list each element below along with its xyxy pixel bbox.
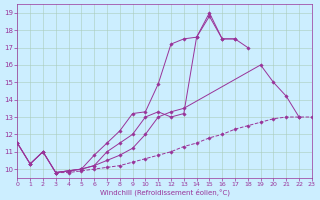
X-axis label: Windchill (Refroidissement éolien,°C): Windchill (Refroidissement éolien,°C) bbox=[100, 188, 229, 196]
